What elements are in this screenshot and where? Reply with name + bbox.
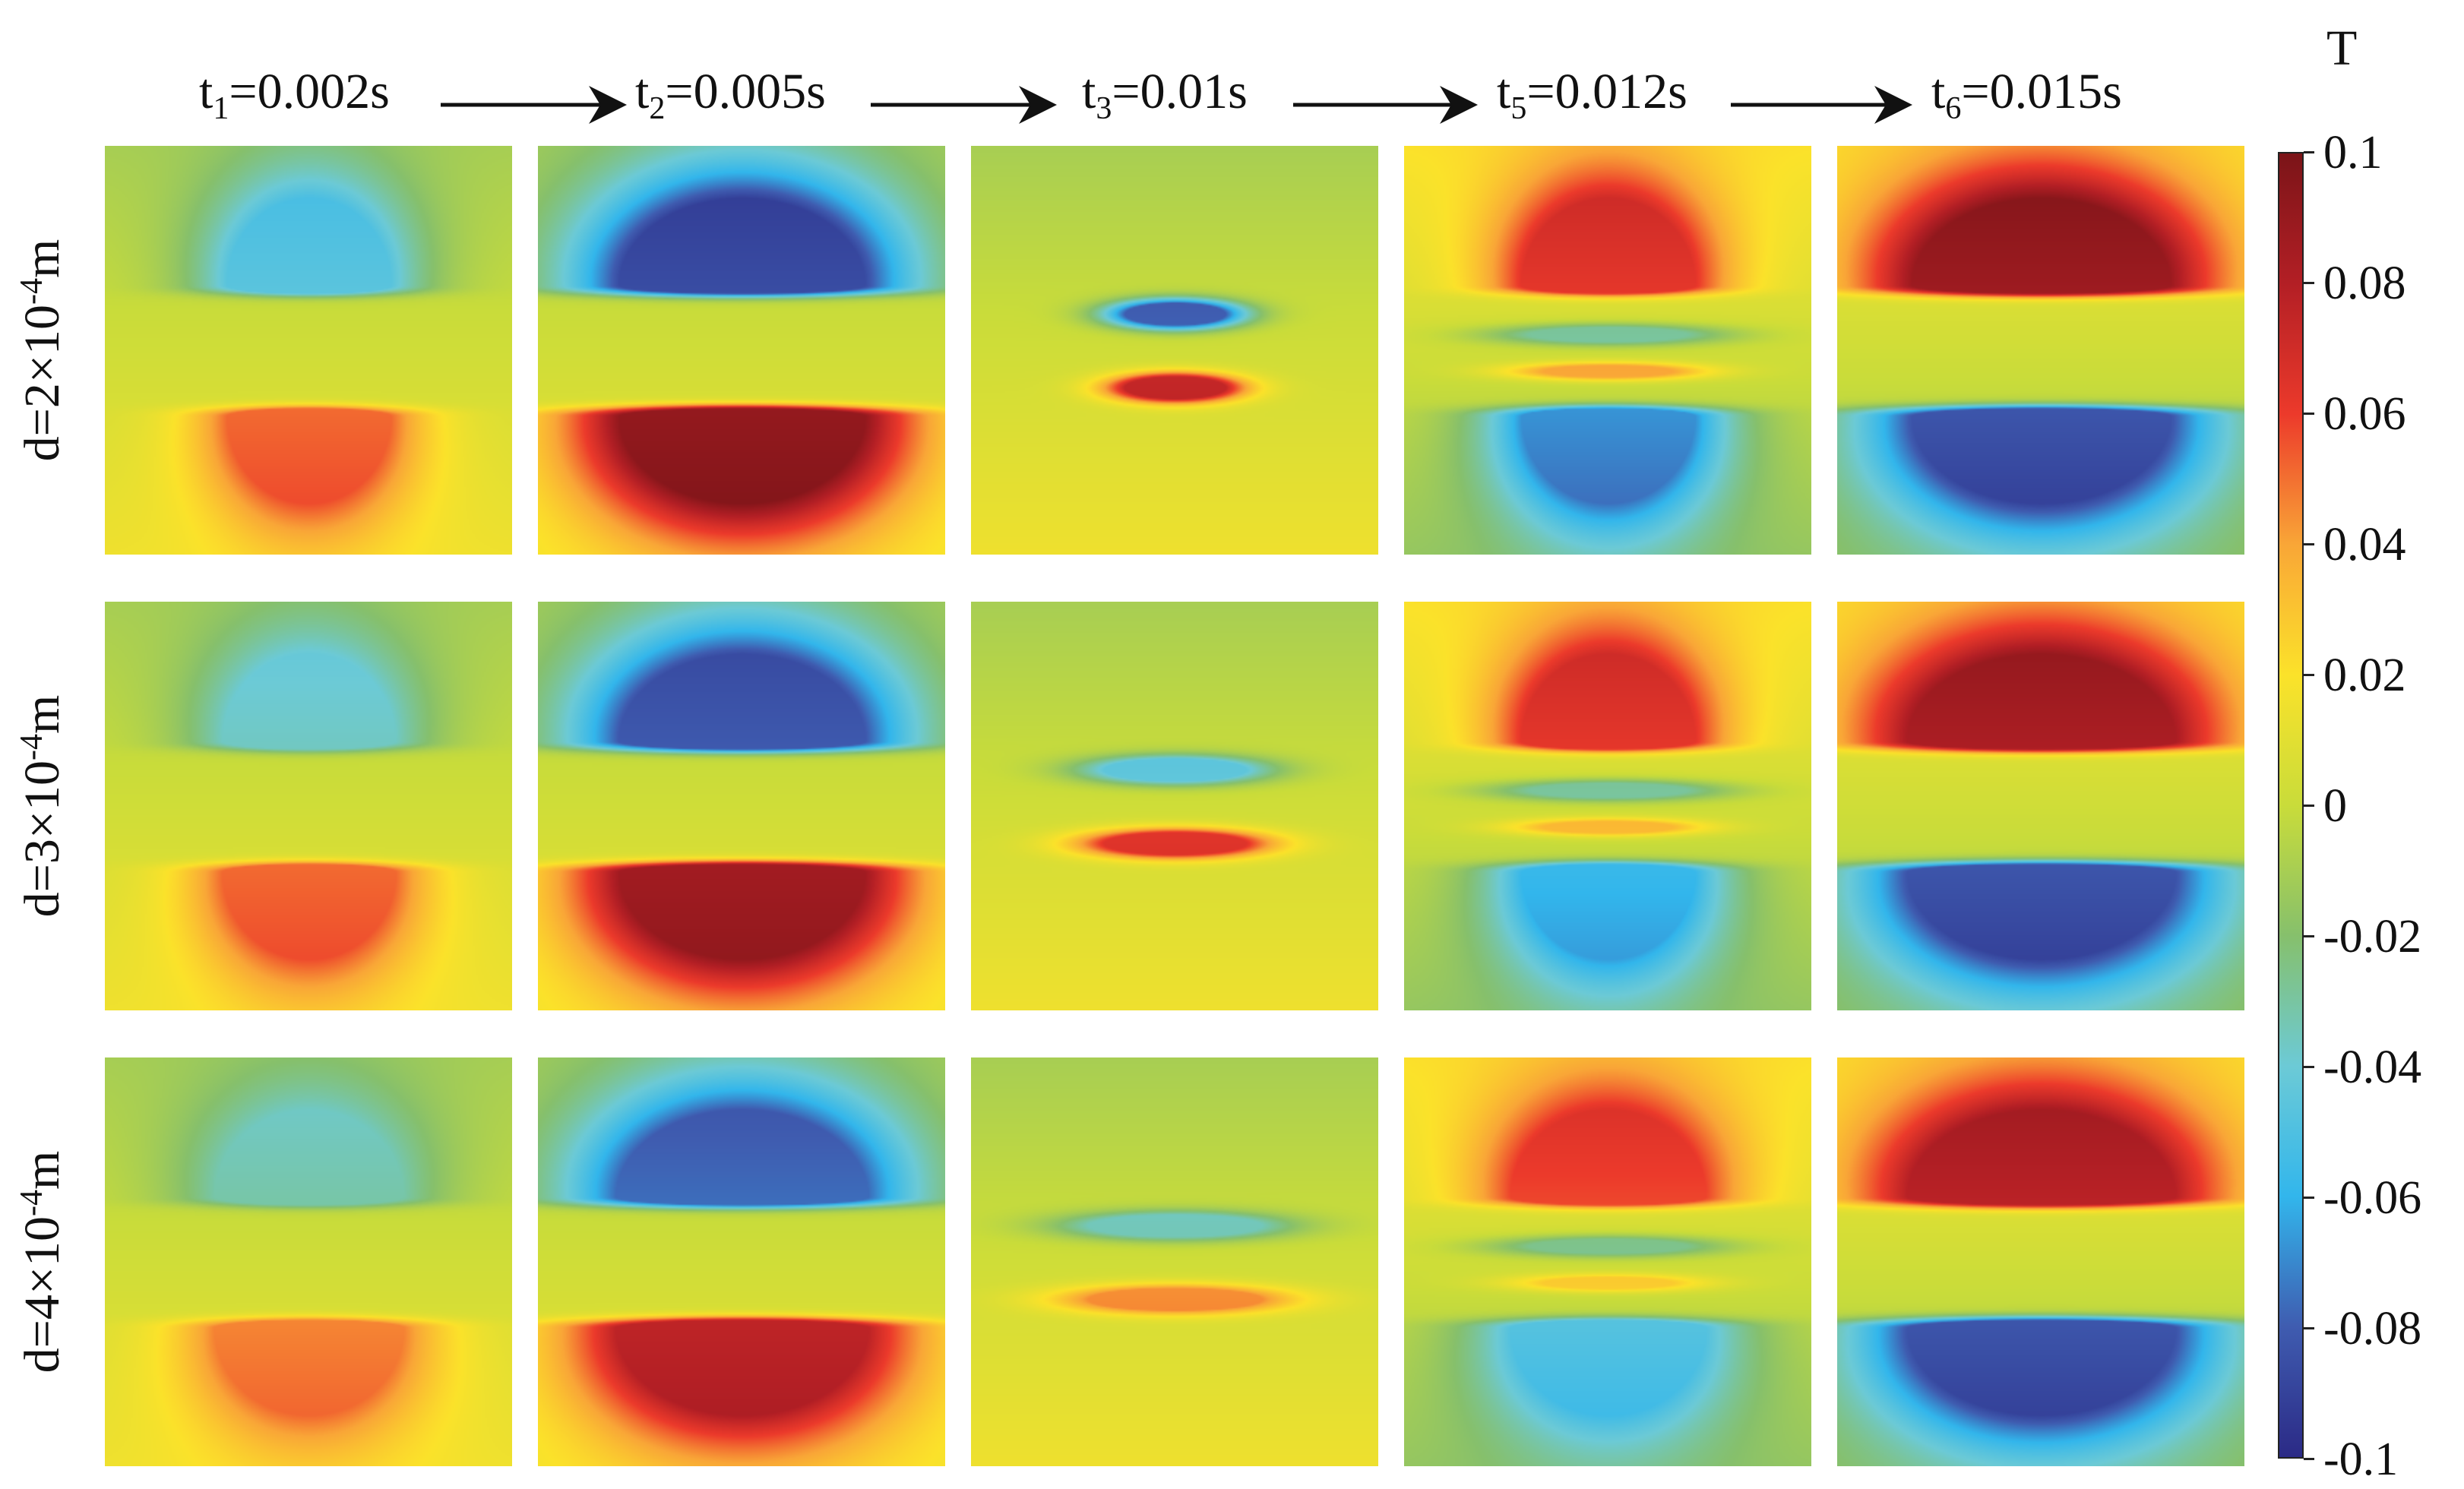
field-panel-r3-c1 [105, 1057, 512, 1466]
colorbar-tick-mark [2304, 935, 2314, 937]
row-label-2: d=3×10-4m [14, 694, 70, 918]
field-panel-r3-c5 [1837, 1057, 2244, 1466]
colorbar-tick-label: 0.02 [2323, 650, 2406, 701]
field-panel-r2-c4 [1404, 602, 1811, 1010]
field-panel-r1-c4 [1404, 146, 1811, 555]
time-label-t5: t5=0.012s [1497, 64, 1687, 126]
field-panel-r1-c2 [538, 146, 945, 555]
field-panel-r2-c5 [1837, 602, 2244, 1010]
time-label-t2: t2=0.005s [635, 64, 826, 126]
colorbar-tick-label: -0.06 [2323, 1172, 2422, 1224]
field-panel-r1-c3 [971, 146, 1378, 555]
colorbar-tick-label: -0.1 [2323, 1434, 2399, 1485]
colorbar-tick-mark [2304, 1327, 2314, 1329]
row-label-3: d=4×10-4m [14, 1150, 70, 1374]
field-panel-r2-c2 [538, 602, 945, 1010]
colorbar-tick-label: -0.08 [2323, 1303, 2422, 1355]
field-panel-r2-c3 [971, 602, 1378, 1010]
time-label-t1: t1=0.002s [199, 64, 390, 126]
colorbar-tick-label: 0.06 [2323, 388, 2406, 440]
colorbar-tick-label: 0.08 [2323, 258, 2406, 309]
row-label-1: d=2×10-4m [14, 239, 70, 462]
time-label-t6: t6=0.015s [1931, 64, 2122, 126]
colorbar-tick-mark [2304, 805, 2314, 807]
colorbar-tick-label: 0 [2323, 780, 2347, 832]
field-panel-r1-c1 [105, 146, 512, 555]
field-panel-r1-c5 [1837, 146, 2244, 555]
colorbar-tick-mark [2304, 674, 2314, 676]
colorbar-tick-label: -0.02 [2323, 911, 2422, 963]
colorbar-title: T [2326, 21, 2358, 76]
time-label-t3: t3=0.01s [1082, 64, 1248, 126]
field-panel-r2-c1 [105, 602, 512, 1010]
colorbar-tick-mark [2304, 1066, 2314, 1068]
colorbar-tick-mark [2304, 413, 2314, 415]
colorbar-tick-label: -0.04 [2323, 1042, 2422, 1093]
colorbar-tick-label: 0.1 [2323, 127, 2383, 179]
colorbar-tick-mark [2304, 282, 2314, 284]
field-panel-r3-c4 [1404, 1057, 1811, 1466]
time-arrows [441, 86, 1912, 124]
colorbar-tick-label: 0.04 [2323, 519, 2406, 571]
colorbar-tick-mark [2304, 151, 2314, 153]
colorbar [2278, 152, 2304, 1459]
colorbar-tick-mark [2304, 543, 2314, 545]
field-panel-r3-c2 [538, 1057, 945, 1466]
field-panel-r3-c3 [971, 1057, 1378, 1466]
colorbar-tick-mark [2304, 1197, 2314, 1199]
colorbar-tick-mark [2304, 1458, 2314, 1460]
